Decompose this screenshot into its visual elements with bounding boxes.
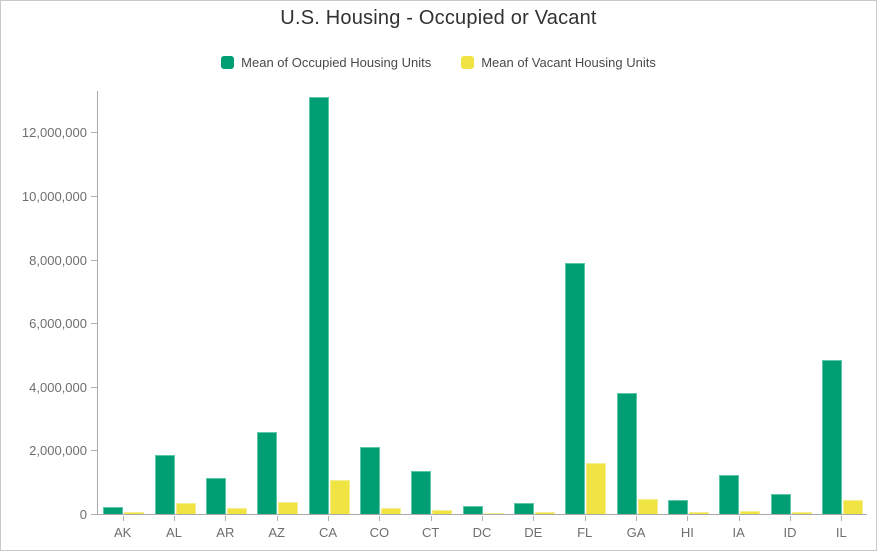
x-axis-category-label: FL	[577, 525, 593, 540]
y-axis-tick-label: 8,000,000	[29, 252, 87, 268]
bar-occupied-HI[interactable]	[667, 500, 688, 514]
bar-group-CA	[308, 97, 351, 514]
bar-occupied-FL[interactable]	[565, 262, 586, 514]
bar-vacant-AK[interactable]	[124, 512, 145, 514]
legend-item-vacant[interactable]: Mean of Vacant Housing Units	[461, 55, 656, 70]
x-axis-tick	[379, 516, 381, 521]
x-axis-tick	[482, 516, 483, 521]
x-axis-category-label: GA	[626, 525, 646, 540]
bar-vacant-HI[interactable]	[688, 511, 709, 514]
bar-group-CO	[359, 447, 402, 514]
bar-occupied-CO[interactable]	[359, 447, 380, 514]
bar-group-IL	[821, 360, 864, 514]
bar-vacant-ID[interactable]	[791, 512, 812, 514]
x-axis-tick	[430, 516, 432, 521]
bar-group-DE	[513, 503, 556, 514]
x-axis-tick	[533, 516, 535, 521]
chart-title: U.S. Housing - Occupied or Vacant	[280, 7, 597, 29]
legend-label-occupied: Mean of Occupied Housing Units	[241, 55, 432, 70]
x-axis-category-label: AZ	[268, 525, 285, 540]
y-axis-tick	[91, 132, 97, 134]
x-axis-category-label: CO	[369, 525, 390, 540]
bar-occupied-AZ[interactable]	[257, 432, 278, 514]
bar-group-ID	[770, 494, 813, 514]
legend-swatch-vacant-icon	[461, 56, 475, 69]
x-axis-category-label: CA	[318, 525, 338, 540]
bar-occupied-IA[interactable]	[719, 474, 740, 514]
bar-vacant-DE[interactable]	[534, 512, 555, 514]
bar-group-AL	[154, 455, 197, 514]
bar-occupied-IL[interactable]	[821, 360, 842, 514]
legend-swatch-occupied-icon	[221, 56, 235, 69]
x-axis-category-label: AL	[166, 525, 182, 540]
x-axis-category-label: DE	[524, 525, 543, 540]
bar-occupied-DE[interactable]	[513, 503, 534, 514]
bar-occupied-CT[interactable]	[411, 471, 432, 514]
x-axis-category-label: AR	[216, 525, 235, 540]
y-axis-tick	[91, 386, 97, 388]
x-axis-tick	[225, 516, 227, 521]
bar-occupied-AL[interactable]	[154, 455, 175, 514]
x-axis-tick	[276, 516, 278, 521]
bar-group-AK	[102, 506, 145, 514]
bar-vacant-DC[interactable]	[483, 513, 504, 514]
x-axis-category-label: ID	[783, 525, 797, 540]
bar-vacant-IL[interactable]	[842, 500, 863, 514]
y-axis-tick-label: 2,000,000	[29, 443, 87, 459]
bar-group-IA	[718, 474, 761, 514]
bar-vacant-IA[interactable]	[740, 510, 761, 514]
x-axis-tick	[328, 516, 329, 521]
y-axis-tick	[91, 195, 97, 197]
bar-occupied-DC[interactable]	[462, 505, 483, 514]
bar-group-HI	[667, 500, 710, 514]
y-axis-tick-label: 6,000,000	[29, 316, 87, 332]
bar-group-DC	[462, 505, 505, 514]
x-axis-tick	[738, 516, 740, 521]
bar-occupied-AK[interactable]	[103, 506, 124, 514]
legend: Mean of Occupied Housing Units Mean of V…	[1, 55, 876, 70]
x-axis-category-label: DC	[472, 525, 492, 540]
x-axis-category-label: CT	[421, 525, 440, 540]
x-axis-tick	[841, 516, 843, 521]
y-axis-tick	[91, 514, 97, 515]
x-axis-tick	[174, 516, 175, 521]
x-axis-category-label: IL	[835, 525, 847, 540]
bar-occupied-ID[interactable]	[770, 494, 791, 514]
bar-group-CT	[410, 471, 453, 514]
bar-occupied-AR[interactable]	[205, 478, 226, 514]
y-axis-tick-label: 4,000,000	[29, 379, 87, 395]
legend-item-occupied[interactable]: Mean of Occupied Housing Units	[221, 55, 431, 70]
legend-label-vacant: Mean of Vacant Housing Units	[481, 55, 656, 70]
x-axis-tick	[687, 516, 689, 521]
bar-group-FL	[564, 262, 607, 514]
y-axis-tick	[91, 259, 97, 261]
x-axis-tick	[790, 516, 791, 521]
x-axis-category-label: AK	[113, 525, 132, 540]
y-axis-tick	[91, 450, 97, 452]
x-axis-category-label: IA	[732, 525, 745, 540]
bar-vacant-AR[interactable]	[226, 508, 247, 514]
y-axis-tick-label: 10,000,000	[21, 188, 87, 204]
plot-area	[97, 91, 867, 515]
bar-vacant-CT[interactable]	[432, 510, 453, 514]
bar-vacant-AL[interactable]	[175, 502, 196, 514]
bar-group-GA	[616, 393, 659, 514]
bar-vacant-CO[interactable]	[380, 508, 401, 514]
y-axis-tick-label: 0	[79, 507, 87, 522]
x-axis-category-label: HI	[680, 525, 694, 540]
bar-occupied-GA[interactable]	[616, 393, 637, 514]
bar-group-AR	[205, 478, 248, 514]
x-axis-tick	[122, 516, 124, 521]
y-axis-tick-label: 12,000,000	[21, 125, 87, 141]
x-axis-tick	[636, 516, 637, 521]
bar-vacant-CA[interactable]	[329, 480, 350, 514]
bar-vacant-FL[interactable]	[586, 463, 607, 514]
bar-group-AZ	[256, 432, 299, 514]
bar-vacant-AZ[interactable]	[278, 502, 299, 514]
y-axis-tick	[91, 323, 97, 325]
bar-occupied-CA[interactable]	[308, 97, 329, 514]
x-axis-tick	[584, 516, 586, 521]
bar-vacant-GA[interactable]	[637, 499, 658, 514]
